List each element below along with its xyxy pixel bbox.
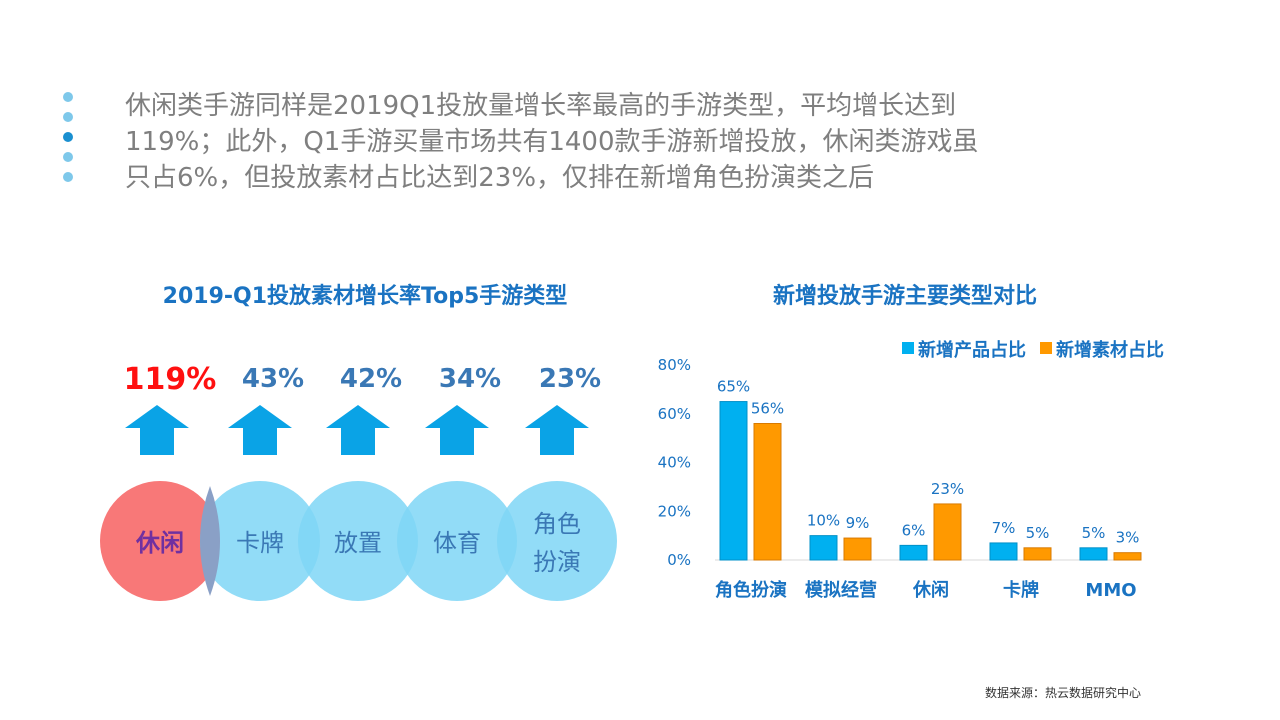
- bar-material: [933, 503, 962, 561]
- legend-swatch: [1040, 342, 1052, 354]
- category-circle: [100, 481, 220, 601]
- intro-line: 休闲类手游同样是2019Q1投放量增长率最高的手游类型，平均增长达到: [125, 91, 957, 121]
- data-label: 9%: [846, 514, 870, 532]
- data-label: 56%: [751, 400, 784, 418]
- x-tick-label: 角色扮演: [715, 579, 787, 601]
- up-arrow-icon: [525, 405, 589, 455]
- bullet-dot: [63, 152, 73, 162]
- up-arrow-icon: [326, 405, 390, 455]
- data-label: 10%: [807, 512, 840, 530]
- bar-product: [1079, 547, 1108, 561]
- category-circle: [497, 481, 617, 601]
- data-label: 3%: [1116, 529, 1140, 547]
- bullet-dot: [63, 172, 73, 182]
- bar-product: [989, 542, 1018, 561]
- x-tick-label: 卡牌: [1003, 579, 1039, 601]
- data-label: 6%: [902, 521, 926, 539]
- category-label: 放置: [334, 529, 382, 557]
- data-label: 5%: [1026, 524, 1050, 542]
- y-tick-label: 20%: [658, 502, 691, 520]
- x-tick-label: MMO: [1085, 580, 1136, 601]
- intro-line: 只占6%，但投放素材占比达到23%，仅排在新增角色扮演类之后: [125, 163, 875, 193]
- bar-material: [753, 423, 782, 561]
- x-tick-label: 休闲: [912, 579, 949, 601]
- bar-material: [1113, 552, 1142, 561]
- growth-percent: 42%: [339, 364, 403, 394]
- data-label: 23%: [931, 480, 964, 498]
- data-label: 5%: [1082, 524, 1106, 542]
- data-label: 65%: [717, 378, 750, 396]
- source-note: 数据来源：热云数据研究中心: [985, 686, 1142, 700]
- bullet-dot: [63, 92, 73, 102]
- up-arrow-icon: [425, 405, 489, 455]
- bar-chart: 0% 20% 40% 60% 80% 65%56% 角色扮演 10% 9% 模拟经营 6% 23% 休闲…: [658, 339, 1164, 601]
- category-label: 体育: [433, 529, 481, 557]
- x-tick-label: 模拟经营: [805, 579, 877, 601]
- category-label: 角色: [533, 510, 581, 538]
- category-label: 休闲: [135, 529, 184, 557]
- data-label: 7%: [992, 519, 1016, 537]
- intro-line: 119%；此外，Q1手游买量市场共有1400款手游新增投放，休闲类游戏虽: [125, 127, 979, 157]
- up-arrow-icon: [125, 405, 189, 455]
- legend-swatch: [902, 342, 914, 354]
- bar-product: [719, 401, 748, 561]
- growth-percent: 119%: [123, 362, 217, 397]
- bullet-dot: [63, 112, 73, 122]
- circle-overlap: [200, 486, 220, 596]
- category-label: 扮演: [533, 548, 581, 576]
- category-circle: [298, 481, 418, 601]
- chart-title: 新增投放手游主要类型对比: [772, 284, 1037, 309]
- growth-infographic: 休闲 卡牌 放置 体育 角色扮演: [100, 405, 617, 601]
- y-tick-label: 60%: [658, 405, 691, 423]
- up-arrow-icon: [228, 405, 292, 455]
- growth-percent: 43%: [241, 364, 305, 394]
- y-tick-label: 40%: [658, 454, 691, 472]
- category-circle: [200, 481, 320, 601]
- bar-material: [1023, 547, 1052, 561]
- legend-label: 新增产品占比: [918, 339, 1026, 361]
- intro-text: 休闲类手游同样是2019Q1投放量增长率最高的手游类型，平均增长达到 119%；…: [125, 88, 979, 196]
- legend-label: 新增素材占比: [1056, 339, 1164, 361]
- y-tick-label: 0%: [667, 551, 691, 569]
- growth-percent: 23%: [538, 364, 602, 394]
- y-tick-label: 80%: [658, 356, 691, 374]
- category-label: 卡牌: [236, 529, 284, 557]
- left-panel-title: 2019-Q1投放素材增长率Top5手游类型: [162, 284, 568, 309]
- bar-product: [899, 544, 928, 561]
- bar-material: [843, 537, 872, 561]
- bullet-dots: [63, 92, 75, 192]
- growth-percent: 34%: [438, 364, 502, 394]
- bar-product: [809, 535, 838, 561]
- category-circle: [397, 481, 517, 601]
- bullet-dot: [63, 132, 73, 142]
